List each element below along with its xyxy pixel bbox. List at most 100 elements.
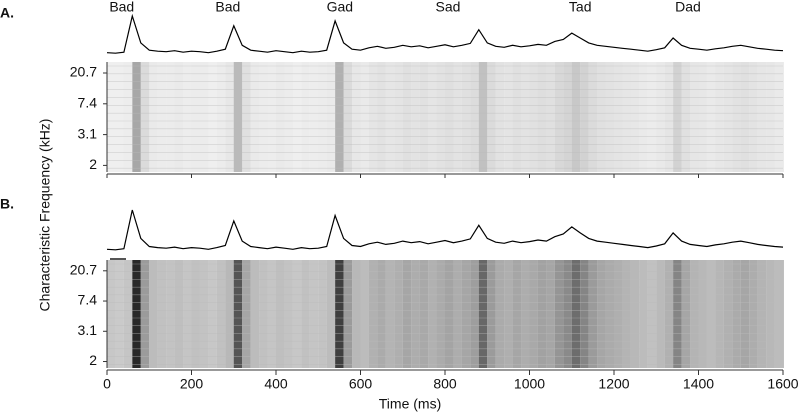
raster-column: [715, 62, 724, 172]
heatmap-cell: [614, 260, 623, 368]
x-tick-label: 1600: [767, 376, 798, 392]
raster-column: [132, 62, 141, 172]
raster-column: [157, 62, 167, 172]
heatmap-cell: [673, 260, 682, 368]
heatmap-cell: [377, 260, 386, 368]
raster-column: [571, 62, 581, 172]
raster-column: [453, 62, 462, 172]
y-tick-label: 3.1: [78, 125, 98, 141]
heatmap-cell: [732, 260, 741, 368]
heatmap-cell: [470, 260, 479, 368]
heatmap-cell: [318, 260, 327, 368]
heatmap-cell: [225, 260, 234, 368]
raster-column: [487, 62, 496, 172]
raster-column: [343, 62, 353, 172]
heatmap-cell: [284, 260, 293, 368]
heatmap-cell: [690, 260, 699, 368]
raster-column: [673, 62, 682, 172]
raster-column: [656, 62, 665, 172]
raster-column: [580, 62, 589, 172]
raster-column: [326, 62, 336, 172]
heatmap-cell: [647, 260, 657, 368]
heatmap-cell: [132, 260, 141, 368]
heatmap-cell: [394, 260, 403, 368]
y-tick-label: 2: [89, 156, 97, 172]
heatmap-cell: [740, 260, 750, 368]
x-tick-label: 600: [349, 376, 373, 392]
raster-column: [521, 62, 530, 172]
heatmap-cell: [191, 260, 200, 368]
heatmap-cell: [157, 260, 167, 368]
raster-column: [284, 62, 293, 172]
x-axis-label: Time (ms): [379, 396, 441, 412]
heatmap-cell: [402, 260, 412, 368]
raster-column: [681, 62, 691, 172]
annotation: Dad: [675, 0, 701, 15]
raster-column: [411, 62, 420, 172]
heatmap-cell: [419, 260, 429, 368]
raster-column: [639, 62, 648, 172]
heatmap-cell: [554, 260, 564, 368]
heatmap-cell: [123, 260, 133, 368]
heatmap-cell: [529, 260, 538, 368]
raster-column: [309, 62, 319, 172]
raster-column: [259, 62, 268, 172]
raster-column: [504, 62, 513, 172]
heatmap-cell: [546, 260, 555, 368]
raster-column: [140, 62, 150, 172]
raster-column: [242, 62, 251, 172]
raster-column: [233, 62, 243, 172]
heatmap-cell: [385, 260, 395, 368]
psth-trace: [106, 13, 784, 54]
raster-column: [419, 62, 429, 172]
raster-column: [749, 62, 758, 172]
heatmap-cell: [664, 260, 674, 368]
raster-column: [647, 62, 657, 172]
raster-column: [428, 62, 437, 172]
x-tick-label: 200: [180, 376, 204, 392]
raster-column: [757, 62, 767, 172]
x-tick-label: 1200: [598, 376, 629, 392]
heatmap-cell: [250, 260, 260, 368]
heatmap-cell: [622, 260, 631, 368]
panel-label: B.: [0, 196, 14, 212]
heatmap-cell: [352, 260, 361, 368]
raster-column: [630, 62, 640, 172]
raster-column: [563, 62, 572, 172]
y-tick-label: 7.4: [78, 292, 98, 308]
heatmap-cell: [216, 260, 226, 368]
heatmap-cell: [580, 260, 589, 368]
heatmap-cell: [233, 260, 243, 368]
heatmap-cell: [360, 260, 369, 368]
raster-column: [605, 62, 614, 172]
heatmap-cell: [597, 260, 606, 368]
heatmap-cell: [436, 260, 445, 368]
raster-column: [495, 62, 505, 172]
x-tick-label: 0: [103, 376, 111, 392]
y-tick-label: 20.7: [70, 262, 97, 278]
y-tick-label: 20.7: [70, 64, 97, 80]
raster-column: [352, 62, 361, 172]
raster-column: [783, 62, 784, 172]
heatmap-cell: [242, 260, 251, 368]
heatmap-cell: [487, 260, 496, 368]
heatmap-cell: [698, 260, 707, 368]
raster-column: [107, 62, 116, 172]
heatmap-cell: [309, 260, 319, 368]
heatmap-cell: [183, 260, 192, 368]
heatmap-cell: [749, 260, 758, 368]
raster-column: [183, 62, 192, 172]
heatmap-cell: [445, 260, 454, 368]
heatmap-cell: [199, 260, 209, 368]
heatmap-cell: [140, 260, 150, 368]
heatmap-cell: [208, 260, 217, 368]
x-tick-label: 800: [433, 376, 457, 392]
heatmap-cell: [757, 260, 767, 368]
heatmap-cell: [174, 260, 184, 368]
heatmap-cell: [521, 260, 530, 368]
heatmap-cell: [783, 260, 784, 368]
raster-column: [588, 62, 598, 172]
raster-column: [766, 62, 775, 172]
raster-column: [402, 62, 412, 172]
